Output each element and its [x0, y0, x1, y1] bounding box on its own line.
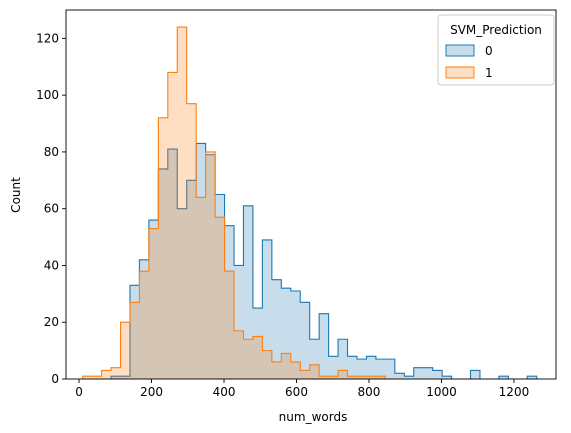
series-0-area — [82, 143, 537, 379]
legend-entry-1: 1 — [485, 66, 493, 80]
legend-swatch-0 — [445, 44, 475, 57]
x-tick-label: 800 — [358, 385, 381, 399]
legend-title: SVM_Prediction — [450, 23, 542, 37]
y-tick-label: 0 — [51, 372, 59, 386]
y-tick-label: 100 — [36, 88, 59, 102]
x-axis-label: num_words — [279, 410, 348, 424]
y-axis-label: Count — [9, 177, 23, 213]
x-tick-label: 200 — [140, 385, 163, 399]
x-tick-label: 400 — [213, 385, 236, 399]
legend: SVM_Prediction 0 1 — [437, 14, 555, 86]
x-tick-label: 600 — [285, 385, 308, 399]
y-tick-label: 60 — [44, 202, 59, 216]
legend-entry-0: 0 — [485, 44, 493, 58]
x-tick-label: 1200 — [499, 385, 530, 399]
x-tick-label: 1000 — [426, 385, 457, 399]
axes-frame — [65, 9, 557, 380]
legend-swatch-1 — [445, 66, 475, 79]
y-tick-label: 80 — [44, 145, 59, 159]
y-tick-label: 20 — [44, 315, 59, 329]
x-tick-label: 0 — [75, 385, 83, 399]
y-tick-label: 40 — [44, 258, 59, 272]
axes: 0 200 400 600 800 1000 1200 0 20 40 60 80 100 120 — [36, 9, 557, 399]
series-1-area — [82, 27, 537, 380]
y-tick-label: 120 — [36, 31, 59, 45]
